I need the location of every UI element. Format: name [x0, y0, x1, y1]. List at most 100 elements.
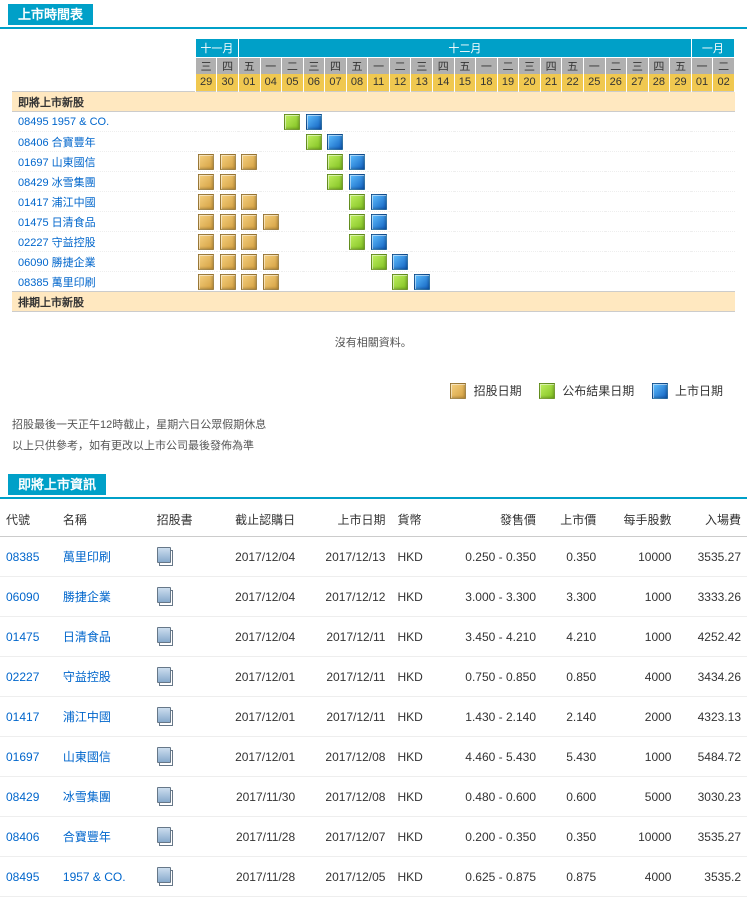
- document-icon[interactable]: [157, 587, 171, 603]
- timetable-cell: [195, 252, 217, 272]
- timetable-cell: [325, 232, 347, 252]
- timetable-cell: [217, 252, 239, 272]
- cell-code-link[interactable]: 01417: [6, 710, 39, 724]
- cell-code-link[interactable]: 08385: [6, 550, 39, 564]
- bar-list: [371, 234, 387, 250]
- cell-code-link[interactable]: 02227: [6, 670, 39, 684]
- document-icon[interactable]: [157, 627, 171, 643]
- document-icon[interactable]: [157, 667, 171, 683]
- cell-name-link[interactable]: 山東國信: [63, 750, 111, 764]
- dow-cell: 一: [583, 57, 605, 74]
- section-title-text: 即將上市資訊: [8, 474, 106, 495]
- timetable-cell: [282, 272, 304, 292]
- document-icon[interactable]: [157, 707, 171, 723]
- bar-res: [349, 194, 365, 210]
- cell-closedate: 2017/11/30: [211, 777, 301, 817]
- stock-link[interactable]: 08429 冰雪集團: [18, 177, 96, 189]
- timetable-cell: [519, 172, 541, 192]
- cell-offerprice: 0.250 - 0.350: [438, 537, 542, 577]
- col-currency[interactable]: 貨幣: [391, 503, 438, 537]
- timetable-cell: [411, 232, 433, 252]
- col-closedate[interactable]: 截止認購日: [211, 503, 301, 537]
- cell-lotsize: 4000: [602, 857, 677, 897]
- cell-name-link[interactable]: 1957 & CO.: [63, 870, 126, 884]
- timetable-legend: 招股日期 公布結果日期 上市日期: [12, 372, 735, 406]
- col-listdate[interactable]: 上市日期: [301, 503, 391, 537]
- cell-closedate: 2017/12/04: [211, 537, 301, 577]
- timetable-cell: [540, 272, 562, 292]
- cell-code-link[interactable]: 01697: [6, 750, 39, 764]
- cell-closedate: 2017/11/28: [211, 817, 301, 857]
- stock-link[interactable]: 01475 日清食品: [18, 217, 96, 229]
- cell-code: 01417: [0, 697, 57, 737]
- timetable-cell: [454, 272, 476, 292]
- timetable-cell: [368, 112, 390, 132]
- cell-offerprice: 0.480 - 0.600: [438, 777, 542, 817]
- cell-name-link[interactable]: 萬里印刷: [63, 550, 111, 564]
- stock-link[interactable]: 08385 萬里印刷: [18, 277, 96, 289]
- dow-cell: 四: [540, 57, 562, 74]
- cell-code-link[interactable]: 08406: [6, 830, 39, 844]
- timetable-cell: [691, 152, 713, 172]
- stock-link[interactable]: 01697 山東國信: [18, 157, 96, 169]
- document-icon[interactable]: [157, 867, 171, 883]
- cell-name-link[interactable]: 冰雪集團: [63, 790, 111, 804]
- col-listprice[interactable]: 上市價: [542, 503, 602, 537]
- col-code[interactable]: 代號: [0, 503, 57, 537]
- date-cell: 22: [562, 74, 584, 92]
- dow-cell: 三: [195, 57, 217, 74]
- cell-name-link[interactable]: 浦江中國: [63, 710, 111, 724]
- timetable-cell: [562, 212, 584, 232]
- info-row: 08385萬里印刷2017/12/042017/12/13HKD0.250 - …: [0, 537, 747, 577]
- timetable-cell: [497, 132, 519, 152]
- cell-name-link[interactable]: 勝捷企業: [63, 590, 111, 604]
- col-entryfee[interactable]: 入場費: [677, 503, 747, 537]
- col-name[interactable]: 名稱: [57, 503, 151, 537]
- timetable-cell: [346, 192, 368, 212]
- timetable-cell: [562, 152, 584, 172]
- cell-lotsize: 5000: [602, 777, 677, 817]
- cell-name-link[interactable]: 日清食品: [63, 630, 111, 644]
- timetable-cell: [540, 212, 562, 232]
- timetable-cell: [605, 132, 627, 152]
- cell-name-link[interactable]: 守益控股: [63, 670, 111, 684]
- timetable-cell: [519, 272, 541, 292]
- col-lotsize[interactable]: 每手股數: [602, 503, 677, 537]
- timetable-cell: [519, 212, 541, 232]
- timetable-cell: [691, 232, 713, 252]
- document-icon[interactable]: [157, 547, 171, 563]
- group-header-upcoming: 即將上市新股: [12, 92, 735, 112]
- cell-closedate: 2017/12/01: [211, 697, 301, 737]
- col-prospectus[interactable]: 招股書: [151, 503, 211, 537]
- stock-link[interactable]: 08406 合寶豐年: [18, 137, 96, 149]
- dow-cell: 一: [691, 57, 713, 74]
- stock-link[interactable]: 01417 浦江中國: [18, 197, 96, 209]
- bar-ipo: [198, 154, 214, 170]
- document-icon[interactable]: [157, 747, 171, 763]
- document-icon[interactable]: [157, 787, 171, 803]
- date-cell: 25: [583, 74, 605, 92]
- bar-ipo: [220, 214, 236, 230]
- date-cell: 12: [389, 74, 411, 92]
- cell-code-link[interactable]: 01475: [6, 630, 39, 644]
- cell-code-link[interactable]: 08495: [6, 870, 39, 884]
- timetable-cell: [368, 232, 390, 252]
- timetable-cell: [433, 212, 455, 232]
- bar-res: [327, 154, 343, 170]
- cell-listdate: 2017/12/08: [301, 737, 391, 777]
- cell-code-link[interactable]: 06090: [6, 590, 39, 604]
- timetable-cell: [648, 152, 670, 172]
- timetable-cell: [389, 212, 411, 232]
- cell-code-link[interactable]: 08429: [6, 790, 39, 804]
- bar-ipo: [220, 234, 236, 250]
- timetable-cell: [540, 252, 562, 272]
- stock-link[interactable]: 02227 守益控股: [18, 237, 96, 249]
- date-cell: 01: [691, 74, 713, 92]
- bar-ipo: [263, 254, 279, 270]
- cell-listdate: 2017/12/11: [301, 657, 391, 697]
- stock-link[interactable]: 08495 1957 & CO.: [18, 116, 109, 128]
- cell-name-link[interactable]: 合寶豐年: [63, 830, 111, 844]
- stock-link[interactable]: 06090 勝捷企業: [18, 257, 96, 269]
- col-offerprice[interactable]: 發售價: [438, 503, 542, 537]
- dow-cell: 一: [368, 57, 390, 74]
